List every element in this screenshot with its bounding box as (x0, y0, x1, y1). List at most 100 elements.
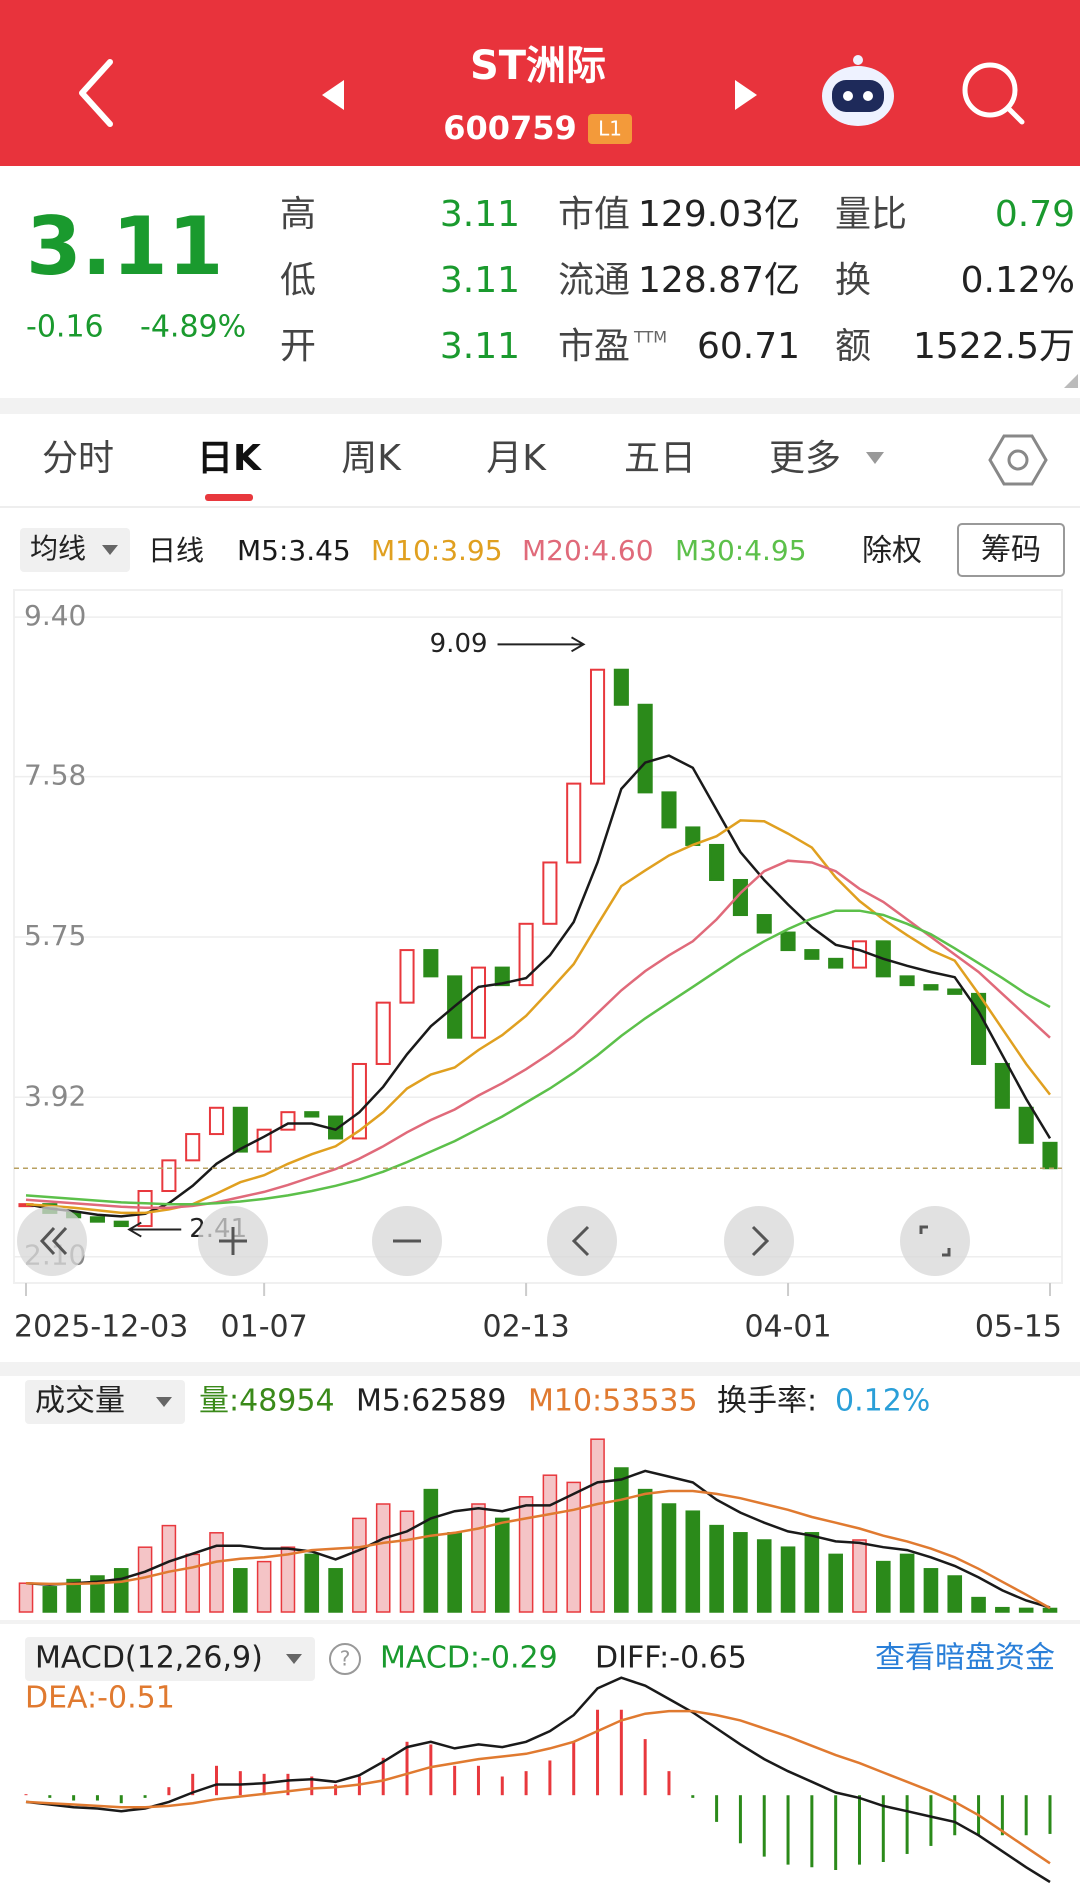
x-tick-label: 04-01 (744, 1310, 831, 1345)
volume-bar (137, 1546, 153, 1613)
tab-underline (205, 494, 253, 501)
field-value: 0.12% (961, 260, 1075, 301)
chart-control[interactable] (547, 1206, 617, 1276)
volume-bar (876, 1560, 891, 1613)
field-value: 3.11 (440, 194, 520, 235)
stock-title: ST洲际 (470, 43, 606, 89)
volume-ma-line (25, 1489, 1051, 1610)
tab[interactable]: 日K (197, 438, 262, 479)
ma-line (25, 859, 1051, 1209)
chart-control[interactable] (724, 1206, 794, 1276)
chart-control[interactable] (372, 1206, 442, 1276)
ma-label: M30:4.95 (675, 534, 807, 567)
field-value: 1522.5万 (913, 326, 1075, 367)
candle (161, 1159, 177, 1193)
candle (351, 1062, 367, 1140)
volume-bar (518, 1496, 534, 1613)
volume-bar (852, 1539, 867, 1613)
volume-bar (352, 1517, 367, 1613)
volume-bar (1018, 1607, 1034, 1613)
next-stock[interactable] (735, 80, 757, 110)
help-text[interactable]: ? (340, 1647, 351, 1671)
volume-bar (685, 1510, 701, 1613)
candle (613, 668, 629, 706)
dropdown-caret (156, 1397, 172, 1407)
price-change: -0.16 (26, 310, 104, 345)
volume-selector[interactable] (25, 1380, 185, 1424)
y-tick-label: 3.92 (24, 1079, 86, 1112)
candle (1042, 1141, 1058, 1170)
volume-bar (90, 1575, 105, 1613)
volume-bar (661, 1503, 677, 1613)
candle (304, 1111, 320, 1118)
volume-bar (995, 1606, 1010, 1613)
control-icon (219, 1227, 247, 1255)
field-label: 低 (280, 260, 316, 301)
rights-button[interactable]: 除权 (862, 534, 922, 569)
macd-line (25, 1709, 1051, 1865)
candle (947, 988, 963, 995)
ma-selector-label: 均线 (30, 532, 86, 565)
volume-bar (828, 1553, 843, 1613)
volume-bar (804, 1532, 820, 1613)
chart-control[interactable] (198, 1206, 268, 1276)
candle (589, 668, 606, 785)
search-button[interactable] (962, 62, 1025, 125)
macd-selector[interactable] (25, 1637, 315, 1681)
volume-bar (280, 1546, 296, 1613)
assistant-icon[interactable] (822, 55, 894, 126)
volume-bar (399, 1510, 415, 1613)
volume-bar (756, 1539, 772, 1613)
prev-stock[interactable] (322, 80, 344, 110)
chart-control[interactable] (17, 1206, 87, 1276)
field-value: 3.11 (440, 326, 520, 367)
candle (828, 957, 844, 969)
field-label: 量比 (835, 194, 907, 235)
level-badge (588, 114, 632, 144)
volume-selector-label: 成交量 (35, 1384, 125, 1419)
volume-bar (42, 1586, 58, 1613)
ma-selector[interactable] (20, 528, 130, 572)
dropdown-caret (286, 1654, 302, 1664)
volume-bar (233, 1568, 248, 1613)
dark-pool-link[interactable]: 查看暗盘资金 (875, 1641, 1055, 1676)
chart-control[interactable] (900, 1206, 970, 1276)
tab[interactable]: 分时 (42, 438, 114, 479)
divider (0, 398, 1080, 414)
tab-caret (866, 452, 884, 464)
control-icon (751, 1225, 770, 1257)
candle (399, 949, 415, 1004)
field-label-sup: TTM (633, 328, 667, 347)
control-icon (39, 1226, 68, 1256)
ma-label: M5:3.45 (237, 534, 351, 567)
volume-bar (494, 1517, 510, 1613)
tab[interactable]: 五日 (624, 438, 696, 479)
candle (566, 782, 582, 864)
candle (113, 1220, 129, 1228)
tab[interactable]: 月K (486, 438, 547, 479)
back-button[interactable] (79, 59, 113, 127)
candle (994, 1062, 1010, 1109)
volume-bar (423, 1488, 439, 1613)
tab[interactable]: 更多 (769, 438, 841, 479)
volume-bar (256, 1560, 272, 1613)
help-icon (329, 1643, 361, 1675)
settings-button[interactable] (988, 434, 1048, 486)
volume-bar (733, 1532, 748, 1613)
candle (89, 1216, 105, 1223)
volume-bar (709, 1524, 724, 1613)
ma-label: M10:3.95 (371, 534, 503, 567)
tab[interactable]: 周K (341, 438, 402, 479)
low-arrow (127, 1221, 182, 1238)
level-text: L1 (598, 117, 622, 141)
chips-button[interactable] (957, 523, 1065, 577)
volume-bar (185, 1553, 200, 1613)
volume-bar (18, 1582, 34, 1613)
field-value: 129.03亿 (638, 194, 800, 235)
volume-bar (780, 1546, 796, 1613)
high-arrow (497, 636, 586, 653)
candle (851, 940, 868, 969)
volume-bar (447, 1532, 462, 1613)
candle (780, 931, 796, 952)
